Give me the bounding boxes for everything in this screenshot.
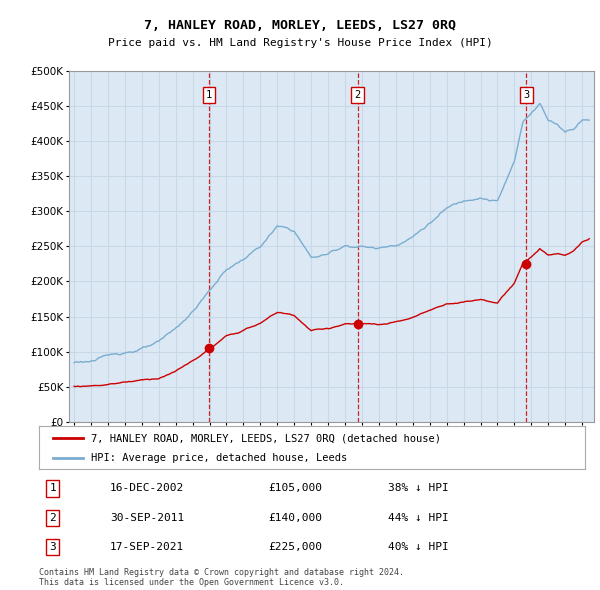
Text: 17-SEP-2021: 17-SEP-2021 bbox=[110, 542, 184, 552]
Text: 44% ↓ HPI: 44% ↓ HPI bbox=[388, 513, 449, 523]
Text: Contains HM Land Registry data © Crown copyright and database right 2024.
This d: Contains HM Land Registry data © Crown c… bbox=[39, 568, 404, 587]
Text: 2: 2 bbox=[49, 513, 56, 523]
Text: HPI: Average price, detached house, Leeds: HPI: Average price, detached house, Leed… bbox=[91, 453, 347, 463]
Text: 7, HANLEY ROAD, MORLEY, LEEDS, LS27 0RQ: 7, HANLEY ROAD, MORLEY, LEEDS, LS27 0RQ bbox=[144, 19, 456, 32]
Text: 3: 3 bbox=[523, 90, 530, 100]
Text: 7, HANLEY ROAD, MORLEY, LEEDS, LS27 0RQ (detached house): 7, HANLEY ROAD, MORLEY, LEEDS, LS27 0RQ … bbox=[91, 433, 441, 443]
Text: £140,000: £140,000 bbox=[268, 513, 322, 523]
Text: 30-SEP-2011: 30-SEP-2011 bbox=[110, 513, 184, 523]
Text: £105,000: £105,000 bbox=[268, 483, 322, 493]
Text: £225,000: £225,000 bbox=[268, 542, 322, 552]
Text: 38% ↓ HPI: 38% ↓ HPI bbox=[388, 483, 449, 493]
Text: 2: 2 bbox=[355, 90, 361, 100]
Text: 1: 1 bbox=[49, 483, 56, 493]
Text: 16-DEC-2002: 16-DEC-2002 bbox=[110, 483, 184, 493]
Text: 3: 3 bbox=[49, 542, 56, 552]
Text: 40% ↓ HPI: 40% ↓ HPI bbox=[388, 542, 449, 552]
Text: Price paid vs. HM Land Registry's House Price Index (HPI): Price paid vs. HM Land Registry's House … bbox=[107, 38, 493, 48]
Text: 1: 1 bbox=[206, 90, 212, 100]
